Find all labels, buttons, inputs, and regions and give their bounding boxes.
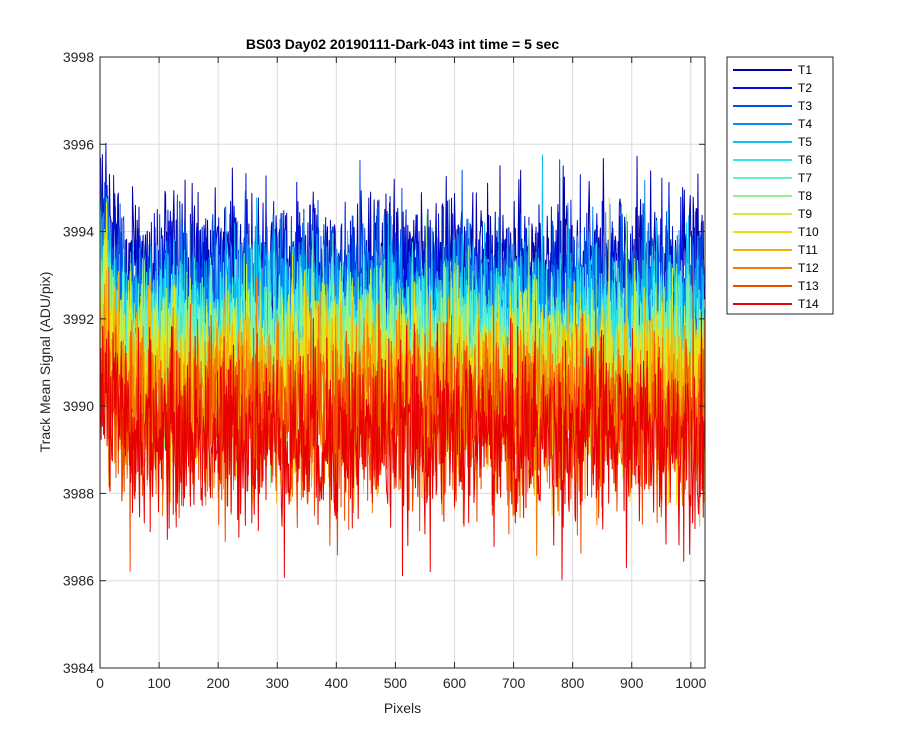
x-tick-label: 700 [502, 675, 526, 691]
chart-title: BS03 Day02 20190111-Dark-043 int time = … [246, 36, 559, 52]
axes-box [99, 56, 706, 669]
series-line-t14 [99, 311, 705, 581]
x-tick-label: 900 [620, 675, 644, 691]
legend-label-t11: T11 [798, 243, 818, 257]
x-tick-label: 0 [96, 675, 104, 691]
x-axis-title: Pixels [384, 700, 421, 716]
y-tick-label: 3996 [63, 136, 94, 152]
ticks [99, 56, 705, 669]
legend-label-t4: T4 [798, 117, 812, 131]
x-tick-label: 800 [561, 675, 585, 691]
x-tick-label: 100 [147, 675, 171, 691]
legend-items: T1 T2 T3 T4 T5 T6 T7 T8 T9 T10 T11 T12 T13 T14 [733, 63, 819, 311]
x-tick-label: 600 [443, 675, 467, 691]
series-layer [99, 142, 705, 581]
y-tick-label: 3994 [63, 224, 94, 240]
x-tick-label: 400 [325, 675, 349, 691]
tick-labels: 0 100 200 300 400 500 600 700 800 900 1000 3984 3986… [63, 49, 707, 691]
legend-label-t14: T14 [798, 297, 819, 311]
legend-label-t2: T2 [798, 81, 812, 95]
legend-label-t13: T13 [798, 279, 819, 293]
legend-label-t8: T8 [798, 189, 812, 203]
legend-label-t6: T6 [798, 153, 812, 167]
legend-label-t12: T12 [798, 261, 819, 275]
y-axis-title: Track Mean Signal (ADU/pix) [37, 272, 53, 453]
y-tick-label: 3998 [63, 49, 94, 65]
legend-label-t1: T1 [798, 63, 812, 77]
legend-label-t3: T3 [798, 99, 812, 113]
legend: T1 T2 T3 T4 T5 T6 T7 T8 T9 T10 T11 T12 T13 T14 [726, 56, 834, 315]
legend-box [726, 56, 834, 315]
x-tick-label: 1000 [675, 675, 706, 691]
y-tick-label: 3992 [63, 311, 94, 327]
y-tick-label: 3990 [63, 398, 94, 414]
x-tick-label: 500 [384, 675, 408, 691]
legend-label-t9: T9 [798, 207, 812, 221]
x-tick-label: 200 [206, 675, 230, 691]
y-tick-label: 3986 [63, 573, 94, 589]
x-tick-label: 300 [266, 675, 290, 691]
legend-label-t10: T10 [798, 225, 819, 239]
y-tick-label: 3984 [63, 660, 94, 676]
legend-label-t5: T5 [798, 135, 812, 149]
y-tick-label: 3988 [63, 485, 94, 501]
legend-label-t7: T7 [798, 171, 812, 185]
